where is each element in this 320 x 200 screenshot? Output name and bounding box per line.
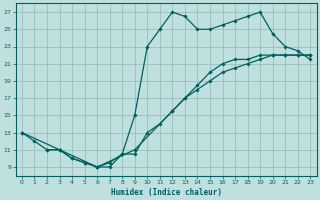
X-axis label: Humidex (Indice chaleur): Humidex (Indice chaleur) <box>111 188 221 197</box>
